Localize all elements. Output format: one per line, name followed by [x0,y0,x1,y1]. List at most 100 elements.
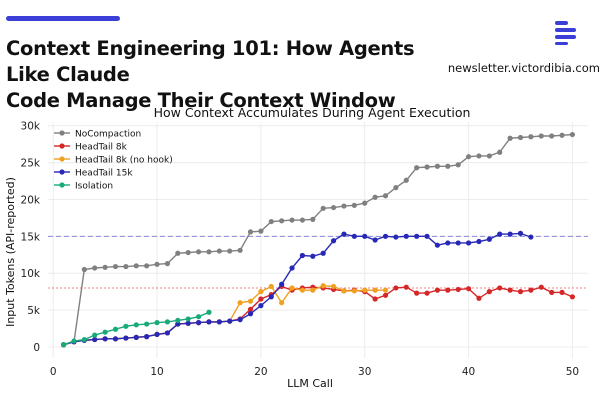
data-point-nocompaction [465,154,472,160]
legend-marker [59,169,65,175]
data-point-nocompaction [144,263,150,269]
series-line-headtail-8k [63,285,573,346]
data-point-headtail-8k-no-hook [310,287,316,293]
data-point-nocompaction [559,132,565,138]
data-point-headtail-8k [517,289,524,295]
data-point-headtail-15k [310,253,316,259]
data-point-nocompaction [382,193,389,199]
data-point-headtail-8k-no-hook [351,288,357,294]
data-point-nocompaction [195,249,202,255]
grid [48,122,588,358]
data-point-headtail-15k [476,238,482,245]
data-point-headtail-15k [382,233,389,239]
site-url: newsletter.victordibia.com [447,61,600,75]
data-point-nocompaction [289,217,295,223]
legend-marker [59,130,65,136]
data-point-nocompaction [112,263,119,270]
y-tick-label: 10k [21,268,41,280]
data-point-headtail-8k [247,306,254,312]
data-point-nocompaction [154,261,160,267]
legend: NoCompaction HeadTail 8k HeadTail 8k (no h… [54,130,173,192]
data-point-headtail-15k [247,311,254,317]
data-point-nocompaction [486,153,492,159]
y-axis-label: Input Tokens (API-reported) [4,177,17,327]
data-point-headtail-8k [455,286,461,293]
data-point-nocompaction [424,164,430,170]
y-tick-label: 20k [21,194,41,206]
data-point-headtail-8k [507,287,513,293]
x-axis-label: LLM Call [287,377,333,390]
data-point-headtail-8k-no-hook [237,300,243,306]
data-point-headtail-8k [497,285,503,291]
x-tick-label: 30 [358,366,371,378]
data-point-headtail-15k [465,240,472,246]
data-point-isolation [92,332,98,338]
data-point-nocompaction [549,133,555,139]
data-point-headtail-15k [330,238,337,244]
data-point-headtail-15k [102,336,108,342]
data-point-isolation [81,336,87,343]
data-point-nocompaction [237,247,243,253]
series-line-headtail-8k-no-hook [63,284,386,346]
series-headtail-15k [60,230,534,348]
data-point-nocompaction [434,163,441,169]
series-line-nocompaction [63,133,573,346]
data-point-isolation [206,309,212,315]
data-point-isolation [112,326,119,332]
data-point-nocompaction [227,248,233,254]
data-point-headtail-15k [112,336,119,342]
data-point-headtail-8k [569,294,576,300]
legend-label: HeadTail 15k [75,169,133,179]
chart-title: How Context Accumulates During Agent Exe… [154,105,471,120]
data-point-isolation [144,321,150,327]
data-point-headtail-8k [559,289,565,295]
data-point-nocompaction [216,248,222,254]
data-point-headtail-8k-no-hook [268,283,274,290]
data-point-headtail-15k [279,281,285,287]
data-point-isolation [71,338,77,344]
data-point-nocompaction [123,263,129,270]
data-point-nocompaction [102,264,108,270]
data-point-headtail-8k-no-hook [341,288,347,294]
data-point-nocompaction [569,131,576,138]
legend-item-headtail-8k: HeadTail 8k [54,143,128,153]
legend-marker [59,143,65,149]
data-point-isolation [123,323,129,329]
data-point-headtail-8k [372,296,378,302]
data-point-nocompaction [81,266,87,273]
legend-marker [59,182,65,188]
data-point-nocompaction [247,229,254,235]
data-point-nocompaction [455,162,461,168]
data-point-headtail-15k [92,336,98,343]
data-point-headtail-8k [434,287,441,293]
data-point-headtail-8k [393,285,399,291]
data-point-headtail-15k [206,319,212,325]
context-chart: How Context Accumulates During Agent Exe… [4,105,588,390]
data-point-headtail-15k [424,233,430,239]
data-point-headtail-8k-no-hook [289,285,295,291]
legend-item-isolation: Isolation [54,182,113,192]
data-point-headtail-8k [382,292,389,298]
data-point-nocompaction [476,153,482,159]
series-headtail-8k-no-hook [60,283,389,348]
legend-label: HeadTail 8k (no hook) [75,156,173,166]
newsletter-logo-icon [555,21,576,45]
legend-label: HeadTail 8k [75,143,128,153]
legend-item-nocompaction: NoCompaction [54,130,141,140]
y-tick-label: 30k [21,121,41,133]
reference-lines [48,235,588,289]
data-point-headtail-8k-no-hook [279,300,285,306]
data-point-nocompaction [330,204,337,211]
data-point-isolation [133,322,139,328]
data-point-headtail-15k [434,242,441,248]
data-point-headtail-8k [486,289,492,295]
data-point-headtail-15k [497,231,503,237]
data-point-headtail-15k [227,318,233,324]
data-point-headtail-15k [289,265,295,271]
data-point-isolation [164,319,171,325]
x-tick-label: 10 [150,366,163,378]
data-point-headtail-15k [455,240,461,246]
data-point-isolation [60,342,67,348]
data-point-nocompaction [206,249,212,255]
data-point-nocompaction [258,228,264,234]
